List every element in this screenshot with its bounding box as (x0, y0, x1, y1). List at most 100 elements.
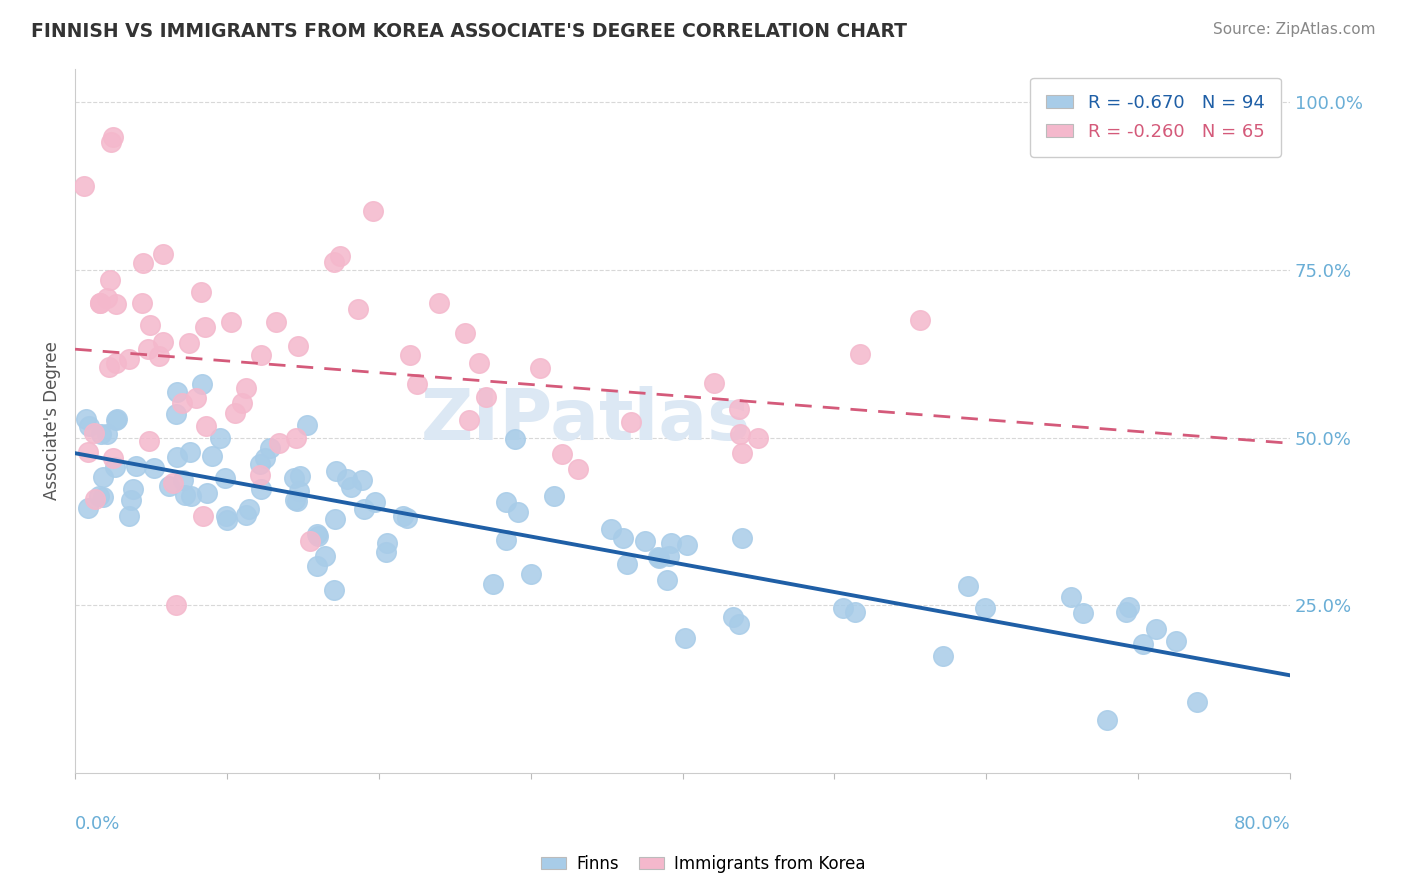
Point (506, 505, 529, 519)
Legend: Finns, Immigrants from Korea: Finns, Immigrants from Korea (534, 848, 872, 880)
Point (728, 616, 751, 631)
Point (195, 486, 218, 500)
Point (529, 361, 551, 376)
Legend: R = -0.670   N = 94, R = -0.260   N = 65: R = -0.670 N = 94, R = -0.260 N = 65 (1031, 78, 1281, 157)
Point (75, 412, 97, 426)
Point (105, 412, 128, 426)
Point (136, 342, 159, 356)
Point (180, 489, 202, 503)
Point (254, 451, 277, 466)
Point (231, 396, 253, 410)
Point (259, 441, 281, 455)
Point (104, 297, 127, 311)
Point (551, 446, 574, 460)
Point (673, 631, 696, 645)
Point (336, 472, 359, 486)
Point (98, 272, 121, 286)
Point (201, 449, 224, 463)
Point (184, 391, 207, 405)
Point (307, 527, 329, 541)
Point (299, 533, 322, 548)
Point (152, 334, 174, 349)
Point (249, 348, 271, 362)
Point (131, 296, 153, 310)
Point (250, 482, 273, 496)
Point (543, 489, 565, 503)
Point (96, 292, 118, 306)
Point (675, 538, 697, 552)
Point (314, 549, 336, 563)
Point (728, 426, 751, 441)
Point (350, 474, 373, 488)
Point (288, 469, 311, 483)
Point (427, 296, 450, 310)
Point (634, 533, 657, 548)
Point (1185, 695, 1208, 709)
Point (659, 535, 682, 549)
Point (325, 464, 347, 478)
Point (73, 179, 96, 194)
Point (264, 315, 287, 329)
Point (194, 320, 217, 334)
Point (179, 445, 201, 459)
Point (503, 432, 526, 446)
Point (89, 296, 111, 310)
Point (322, 583, 344, 598)
Point (90, 426, 112, 441)
Point (308, 529, 330, 543)
Point (103, 129, 125, 144)
Point (399, 348, 422, 362)
Point (77, 445, 100, 459)
Point (391, 509, 413, 524)
Point (173, 488, 195, 502)
Point (267, 436, 290, 450)
Point (612, 532, 634, 546)
Point (104, 459, 127, 474)
Point (474, 390, 496, 404)
Y-axis label: Associate's Degree: Associate's Degree (44, 342, 60, 500)
Point (287, 339, 309, 353)
Point (285, 493, 308, 508)
Point (166, 385, 188, 400)
Point (224, 406, 246, 420)
Point (620, 416, 643, 430)
Point (481, 577, 503, 591)
Point (353, 502, 375, 516)
Point (100, 136, 122, 150)
Point (844, 605, 866, 619)
Point (730, 446, 752, 460)
Point (148, 349, 170, 363)
Point (931, 649, 953, 664)
Point (1132, 637, 1154, 651)
Point (453, 326, 475, 341)
Point (249, 468, 271, 483)
Point (89, 296, 111, 310)
Point (77, 500, 100, 515)
Point (1144, 622, 1167, 636)
Point (648, 550, 671, 565)
Point (1097, 713, 1119, 727)
Text: 80.0%: 80.0% (1233, 815, 1291, 833)
Point (728, 401, 751, 416)
Point (96, 426, 118, 441)
Text: 0.0%: 0.0% (75, 815, 121, 833)
Point (235, 381, 257, 395)
Point (1118, 600, 1140, 615)
Point (908, 313, 931, 327)
Point (731, 532, 754, 546)
Point (364, 495, 387, 509)
Point (190, 376, 212, 391)
Point (1115, 605, 1137, 619)
Point (93, 470, 115, 484)
Point (323, 254, 346, 268)
Point (152, 247, 174, 261)
Point (125, 458, 148, 473)
Point (323, 512, 346, 526)
Point (284, 493, 307, 508)
Point (495, 495, 517, 509)
Point (215, 508, 238, 523)
Point (346, 301, 368, 316)
Point (121, 493, 143, 508)
Point (832, 600, 855, 615)
Point (162, 476, 184, 491)
